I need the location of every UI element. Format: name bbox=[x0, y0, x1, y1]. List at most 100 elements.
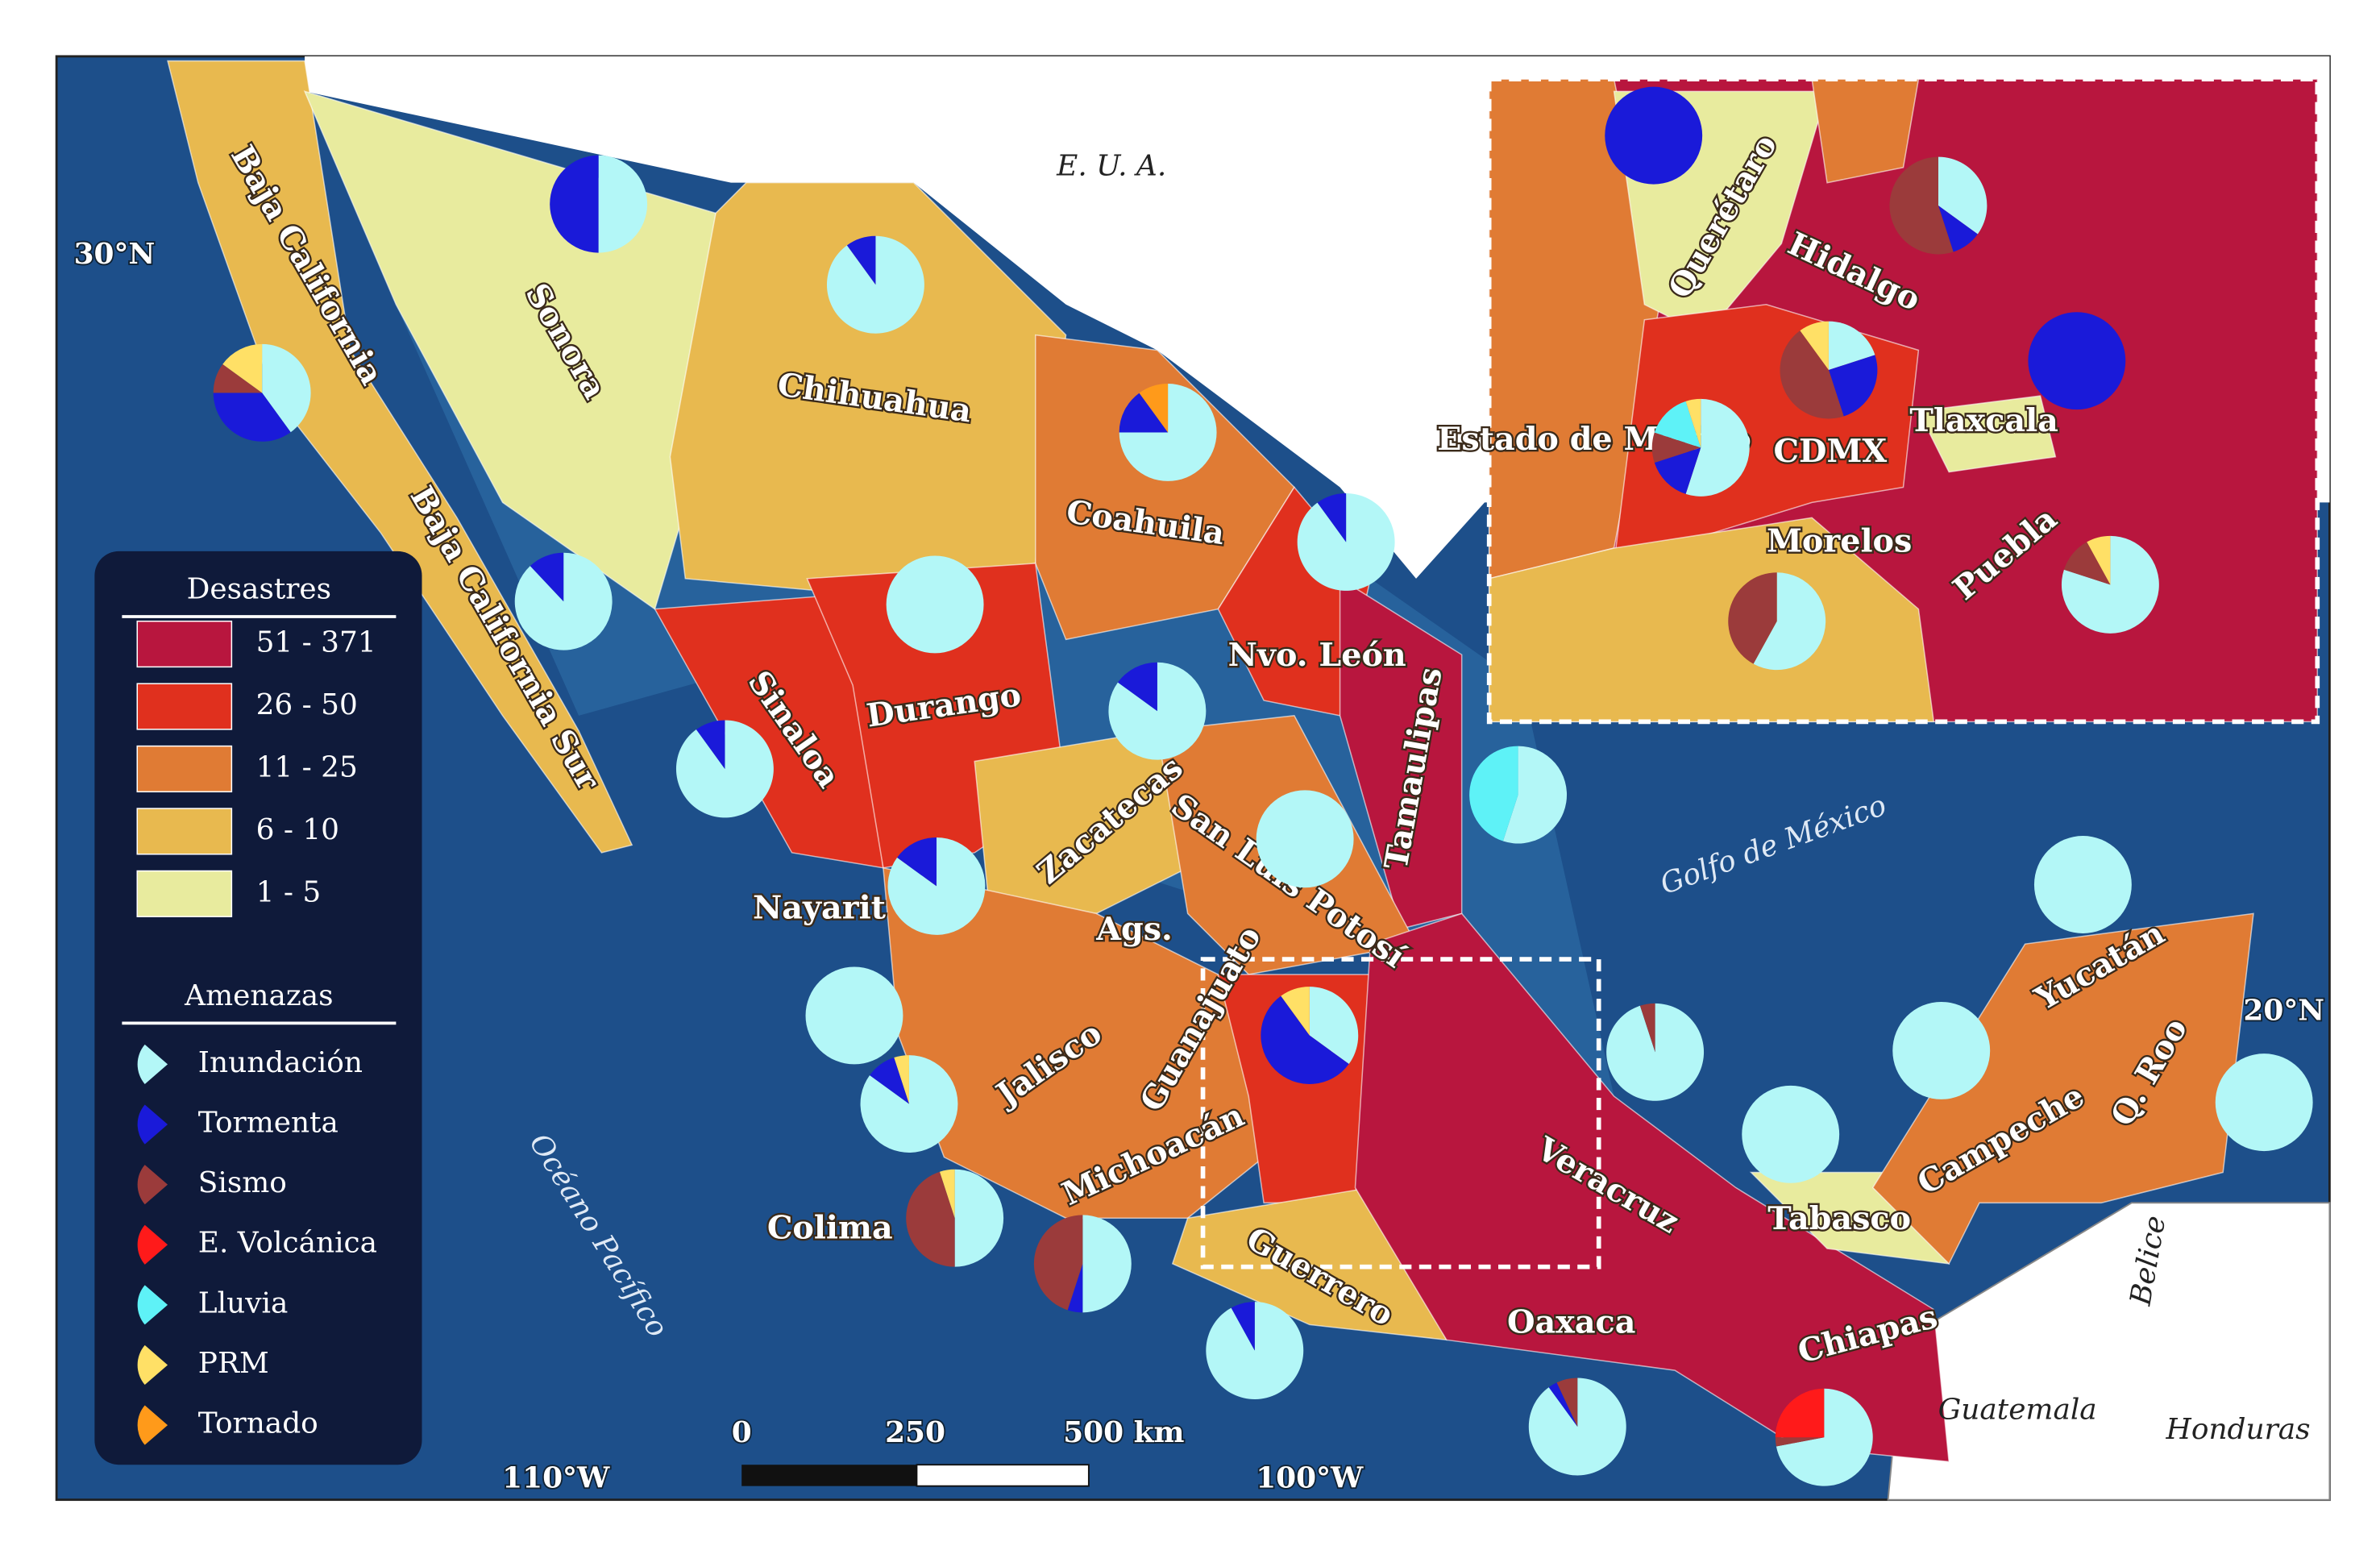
pie-slice bbox=[1651, 432, 1701, 463]
scale-label: 250 bbox=[885, 1415, 945, 1449]
regions bbox=[167, 60, 2319, 1463]
pie-slice bbox=[1067, 1263, 1083, 1313]
pie bbox=[1528, 1378, 1626, 1476]
pie bbox=[1261, 987, 1359, 1084]
pie-slice bbox=[1800, 321, 1829, 371]
pie-slice bbox=[1119, 393, 1169, 433]
pie-slice bbox=[870, 1058, 909, 1104]
pie-slice bbox=[2215, 1053, 2313, 1152]
pie bbox=[2028, 312, 2126, 410]
pie-slice bbox=[1606, 1003, 1705, 1101]
pie bbox=[906, 1169, 1004, 1267]
pie bbox=[1033, 1215, 1132, 1313]
region bbox=[1871, 912, 2254, 1265]
pie bbox=[2033, 836, 2132, 933]
pie bbox=[1469, 746, 1568, 844]
region bbox=[1917, 395, 2057, 473]
legend-swatch bbox=[137, 1285, 168, 1325]
region bbox=[1339, 577, 1463, 930]
legend-label: E. Volcánica bbox=[198, 1227, 377, 1260]
pie bbox=[1606, 1003, 1705, 1101]
pie-slice bbox=[1082, 1215, 1132, 1313]
pie-slice bbox=[1605, 86, 1703, 185]
neighbor-label: E. U. A. bbox=[1056, 149, 1166, 182]
legend-title: Desastres bbox=[187, 572, 331, 605]
legend-label: 6 - 10 bbox=[256, 813, 339, 846]
pie-slice bbox=[1256, 790, 1354, 888]
pie-slice bbox=[1780, 330, 1844, 419]
pie-slice bbox=[514, 552, 613, 650]
pie bbox=[887, 837, 986, 935]
neighbor-label: Honduras bbox=[2166, 1413, 2311, 1446]
inset-area bbox=[1200, 957, 1601, 1270]
pie-slice bbox=[1889, 156, 1954, 255]
pie-slice bbox=[1556, 1378, 1578, 1427]
graticule-label: 100°W bbox=[1256, 1461, 1364, 1495]
pie-slice bbox=[894, 1055, 909, 1104]
pie bbox=[514, 552, 613, 650]
pie-slice bbox=[1297, 493, 1395, 591]
pie bbox=[213, 343, 311, 442]
pie-slice bbox=[1742, 1085, 1840, 1183]
legend-swatch bbox=[137, 1405, 168, 1445]
pie bbox=[886, 555, 984, 654]
pie-slice bbox=[1139, 384, 1169, 433]
pie-slice bbox=[860, 1055, 958, 1153]
pie-slice bbox=[222, 343, 263, 393]
legend-swatch bbox=[137, 1044, 168, 1084]
pie-slice bbox=[1639, 1003, 1655, 1053]
legend-swatch bbox=[137, 1104, 168, 1145]
legend-swatch bbox=[136, 683, 233, 730]
pie bbox=[1605, 86, 1703, 185]
legend-label: Sismo bbox=[198, 1166, 287, 1199]
pie-slice bbox=[1828, 355, 1878, 417]
legend-label: 11 - 25 bbox=[256, 750, 358, 783]
pie bbox=[2215, 1053, 2313, 1152]
legend-swatch bbox=[136, 745, 233, 793]
pie-slice bbox=[1469, 746, 1518, 841]
graticule-label: 20°N bbox=[2243, 994, 2324, 1028]
pie bbox=[1728, 572, 1826, 671]
legend-label: PRM bbox=[198, 1347, 269, 1380]
legend-swatch bbox=[136, 620, 233, 668]
pie-slice bbox=[213, 364, 263, 393]
state-label: Colima bbox=[767, 1209, 893, 1246]
pie-slice bbox=[530, 552, 564, 602]
state-label: Nayarit bbox=[753, 890, 887, 927]
pie-slice bbox=[262, 343, 311, 433]
pie-slice bbox=[1776, 1388, 1873, 1486]
pie bbox=[2061, 535, 2159, 634]
pie bbox=[1780, 321, 1878, 419]
pie-slice bbox=[213, 393, 291, 442]
state-label: Nvo. León bbox=[1228, 637, 1406, 674]
pie-slice bbox=[1119, 384, 1217, 481]
pie bbox=[675, 720, 774, 818]
legend-swatch bbox=[137, 1344, 168, 1386]
pie-slice bbox=[1231, 1302, 1255, 1351]
legend-label: 51 - 371 bbox=[256, 626, 376, 659]
pie-slice bbox=[696, 720, 725, 769]
pie-slice bbox=[954, 1169, 1004, 1267]
legend-label: Tormenta bbox=[198, 1107, 339, 1140]
pie-slice bbox=[2028, 312, 2126, 410]
pie-slice bbox=[887, 837, 986, 935]
legend-label: Inundación bbox=[198, 1046, 363, 1079]
pie-slice bbox=[2087, 535, 2111, 585]
pie-slice bbox=[886, 555, 984, 654]
state-label: CDMX bbox=[1774, 433, 1888, 470]
pie bbox=[1742, 1085, 1840, 1183]
pie-slice bbox=[1685, 398, 1701, 448]
legend-swatch bbox=[137, 1165, 168, 1205]
pie-slice bbox=[1775, 1388, 1825, 1438]
pie-slice bbox=[846, 235, 876, 285]
legend-label: 26 - 50 bbox=[256, 688, 358, 721]
pie-slice bbox=[1938, 206, 1978, 252]
graticule-label: 30°N bbox=[74, 237, 156, 271]
pie-slice bbox=[1281, 987, 1310, 1036]
pie-slice bbox=[1753, 572, 1826, 671]
pie-slice bbox=[906, 1171, 955, 1267]
pie-slice bbox=[1654, 401, 1701, 448]
pie-slice bbox=[1502, 746, 1568, 844]
pie-slice bbox=[805, 966, 903, 1065]
